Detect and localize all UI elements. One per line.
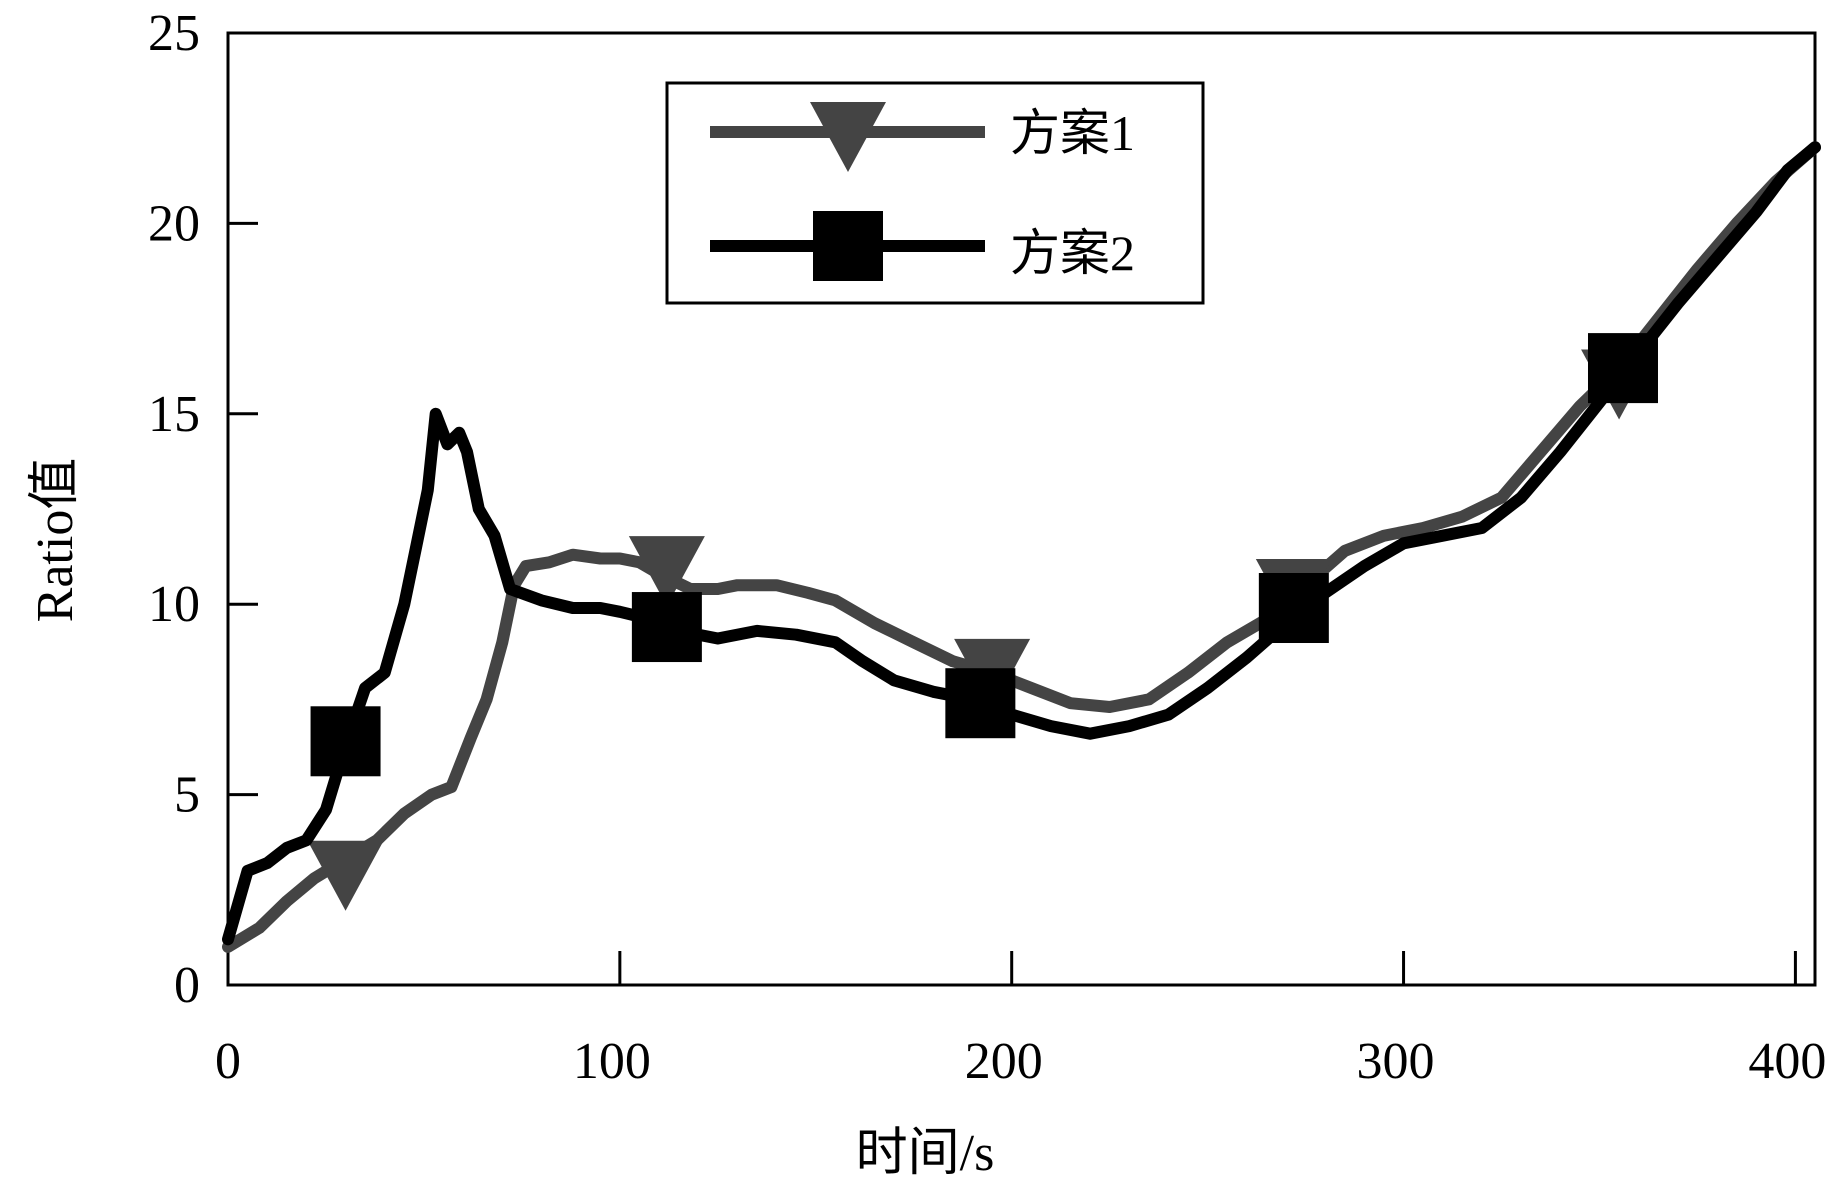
- x-tick-label: 300: [1357, 1033, 1435, 1090]
- x-axis-title: 时间/s: [856, 1125, 995, 1181]
- legend-marker-series-2: [813, 211, 883, 281]
- legend-box: [665, 81, 1205, 305]
- series-layer: [222, 141, 1821, 953]
- series-1-marker: [307, 840, 384, 911]
- y-tick-label: 10: [148, 576, 200, 633]
- series-2-marker: [310, 706, 381, 777]
- series-2-marker: [1258, 573, 1329, 644]
- tick-layer: 0 100 200 300 400 0 5 10 15 20 25: [148, 5, 1826, 1090]
- legend-marker-series-1: [810, 102, 886, 172]
- y-tick-label: 5: [174, 767, 200, 824]
- y-axis-title: Ratio值: [27, 458, 84, 623]
- series-2-marker: [631, 592, 702, 663]
- series-2-line: [222, 141, 1821, 946]
- legend-samples: [710, 102, 985, 281]
- y-tick-label: 0: [174, 957, 200, 1014]
- series-2-marker: [945, 668, 1016, 739]
- legend-label-series-1: 方案1: [1010, 105, 1135, 161]
- series-2: [222, 141, 1821, 946]
- series-1-line: [222, 141, 1821, 953]
- y-tick-label: 25: [148, 5, 200, 62]
- y-tick-label: 20: [148, 195, 200, 252]
- legend-label-series-2: 方案2: [1010, 225, 1135, 281]
- x-tick-label: 200: [965, 1033, 1043, 1090]
- series-1-marker: [628, 536, 705, 607]
- x-tick-label: 100: [573, 1033, 651, 1090]
- series-2-marker: [1587, 333, 1658, 404]
- y-tick-label: 15: [148, 386, 200, 443]
- legend: 方案1 方案2: [665, 81, 1205, 305]
- x-tick-label: 0: [215, 1033, 241, 1090]
- x-tick-label: 400: [1748, 1033, 1826, 1090]
